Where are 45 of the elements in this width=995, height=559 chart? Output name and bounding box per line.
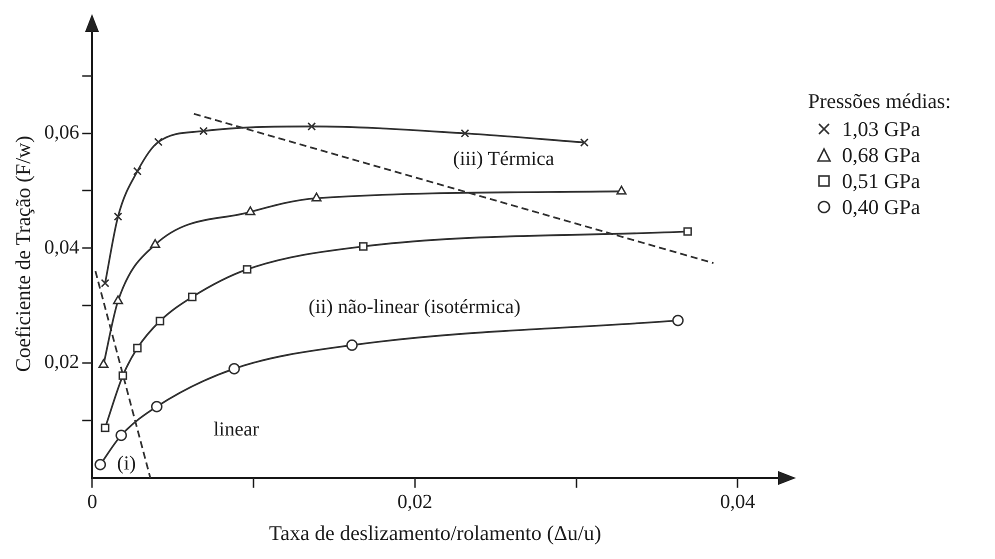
legend-title: Pressões médias: [808,88,951,114]
legend-label: 1,03 GPa [842,116,920,142]
x-tick-label: 0,02 [397,491,432,514]
point [114,212,122,221]
point [133,344,142,352]
point [359,242,368,251]
point [245,206,256,216]
annotation: (iii) Térmica [453,148,554,170]
point [307,122,316,131]
x-axis-title: Taxa de deslizamento/rolamento (Δu/u) [269,520,602,545]
point [150,238,160,248]
point [228,362,240,374]
x-tick-label: 0 [87,491,98,514]
point [154,138,163,146]
legend-label: 0,51 GPa [842,168,920,194]
point [118,371,128,380]
point [133,166,142,176]
point [115,430,127,442]
y-tick-label: 0,02 [44,351,80,374]
point [100,278,110,288]
y-tick-label: 0,04 [44,236,80,258]
annotation: linear [213,418,260,441]
point [100,424,110,432]
x-tick-label: 0,04 [720,491,756,514]
point [683,227,692,236]
y-axis-title: Coeficiente de Tração (F/w) [11,136,36,372]
point [311,192,322,202]
point [199,126,208,136]
point [460,129,470,138]
point [150,400,162,412]
point [98,358,109,368]
point [616,186,627,195]
point [346,339,358,351]
point [242,265,252,274]
annotation: (ii) não-linear (isotérmica) [308,296,521,318]
point [112,295,124,304]
legend-label: 0,68 GPa [842,142,920,168]
point [580,138,589,147]
point [156,316,164,326]
annotation: (i) [117,452,136,475]
point [94,458,106,470]
point [672,314,684,326]
point [188,292,197,302]
legend-label: 0,40 GPa [842,194,920,220]
y-tick-label: 0,06 [44,122,80,144]
